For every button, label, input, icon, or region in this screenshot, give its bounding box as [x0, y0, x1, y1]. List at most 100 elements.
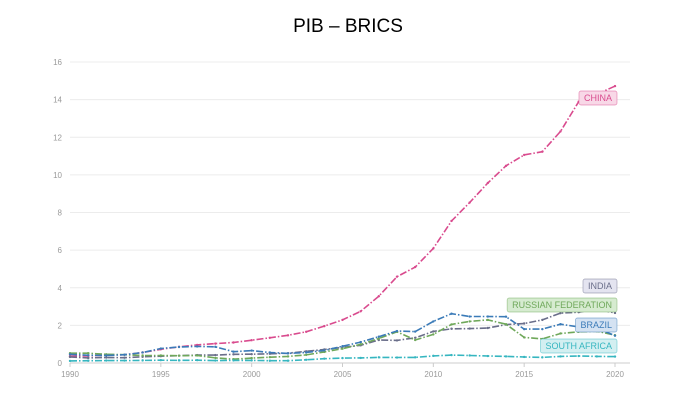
data-point-south-africa: [68, 359, 72, 363]
data-point-brazil: [541, 327, 544, 331]
data-point-russian-federation: [268, 355, 272, 359]
x-tick-label: 2015: [515, 370, 533, 379]
data-point-china: [486, 181, 490, 185]
series-label-box: [582, 278, 618, 294]
data-point-brazil: [359, 340, 362, 344]
data-point-india: [450, 327, 453, 330]
data-point-russian-federation: [177, 354, 181, 357]
y-tick-label: 16: [53, 58, 62, 67]
data-point-brazil: [214, 345, 217, 349]
data-point-south-africa: [359, 356, 362, 360]
series-label-text: BRAZIL: [580, 320, 612, 330]
data-point-south-africa: [177, 359, 181, 362]
data-point-russian-federation: [432, 333, 435, 336]
data-point-india: [613, 311, 617, 315]
data-point-brazil: [432, 320, 435, 323]
data-point-russian-federation: [413, 338, 417, 342]
data-point-china: [250, 339, 253, 342]
data-point-south-africa: [304, 358, 308, 362]
data-point-south-africa: [595, 355, 599, 358]
data-point-brazil: [86, 354, 90, 357]
series-label-south-africa: SOUTH AFRICA: [540, 338, 618, 354]
data-point-south-africa: [395, 356, 399, 359]
data-point-china: [432, 247, 435, 250]
data-point-brazil: [504, 315, 508, 318]
data-point-south-africa: [413, 356, 417, 359]
data-point-india: [468, 327, 471, 330]
data-point-south-africa: [522, 355, 526, 359]
data-point-russian-federation: [341, 347, 344, 350]
data-point-russian-federation: [141, 354, 144, 357]
data-point-brazil: [250, 349, 253, 352]
data-point-brazil: [323, 349, 326, 352]
series-labels: CHINA INDIA RUSSIAN FEDERATION BRAZIL SOUTH …: [506, 90, 618, 354]
data-point-russian-federation: [195, 354, 199, 357]
data-point-china: [268, 336, 272, 339]
data-point-south-africa: [577, 354, 580, 358]
data-point-brazil: [286, 352, 290, 355]
data-point-brazil: [522, 327, 526, 331]
data-point-south-africa: [323, 357, 326, 360]
data-point-brazil: [304, 351, 308, 354]
x-tick-label: 2020: [606, 370, 624, 379]
data-point-russian-federation: [559, 332, 562, 335]
data-point-china: [304, 330, 308, 333]
data-point-russian-federation: [486, 318, 490, 322]
data-point-russian-federation: [359, 343, 362, 346]
data-point-south-africa: [504, 355, 508, 358]
y-tick-label: 8: [58, 209, 63, 218]
data-point-india: [413, 336, 417, 339]
series-label-box: [506, 297, 618, 313]
data-point-south-africa: [268, 359, 272, 362]
data-point-brazil: [195, 345, 199, 348]
data-point-brazil: [105, 354, 108, 357]
data-point-south-africa: [214, 359, 217, 362]
x-tick-label: 2005: [334, 370, 352, 379]
data-point-south-africa: [123, 359, 126, 362]
series-label-russian-federation: RUSSIAN FEDERATION: [506, 297, 618, 313]
data-point-india: [432, 330, 435, 333]
data-point-south-africa: [541, 356, 544, 359]
series-label-text: CHINA: [584, 93, 612, 103]
data-point-china: [359, 310, 362, 313]
data-point-brazil: [413, 330, 417, 333]
y-tick-label: 6: [58, 246, 63, 255]
data-point-india: [123, 356, 126, 359]
data-point-russian-federation: [214, 356, 217, 360]
data-point-south-africa: [486, 354, 490, 358]
data-point-russian-federation: [304, 353, 308, 357]
data-point-china: [522, 153, 526, 157]
data-point-china: [413, 265, 417, 269]
data-point-south-africa: [195, 358, 199, 362]
data-point-india: [68, 355, 72, 359]
data-point-india: [522, 322, 526, 325]
data-point-india: [214, 353, 217, 357]
data-point-brazil: [468, 315, 471, 318]
data-point-india: [86, 356, 90, 360]
x-tick-label: 1990: [61, 370, 79, 379]
data-point-brazil: [341, 345, 344, 348]
series-label-box: [578, 90, 618, 106]
data-point-china: [504, 164, 508, 168]
data-point-china: [450, 219, 453, 223]
y-tick-label: 14: [53, 96, 62, 105]
data-point-brazil: [377, 335, 381, 338]
x-tick-label: 1995: [152, 370, 170, 379]
data-point-china: [232, 341, 235, 344]
data-point-china: [613, 84, 617, 88]
data-point-brazil: [486, 315, 490, 318]
data-point-brazil: [123, 353, 126, 356]
data-point-south-africa: [232, 359, 235, 362]
data-point-china: [395, 275, 399, 278]
data-point-russian-federation: [504, 323, 508, 326]
series-lines: [68, 84, 617, 363]
x-tick-labels: 1990 1995 2000 2005 2010 2015 2020: [61, 370, 624, 379]
series-label-box: [575, 317, 618, 333]
data-point-russian-federation: [86, 352, 90, 355]
data-point-russian-federation: [450, 323, 453, 326]
data-point-india: [559, 311, 562, 315]
data-point-russian-federation: [250, 356, 253, 360]
data-point-south-africa: [250, 359, 253, 362]
data-point-brazil: [177, 345, 181, 349]
